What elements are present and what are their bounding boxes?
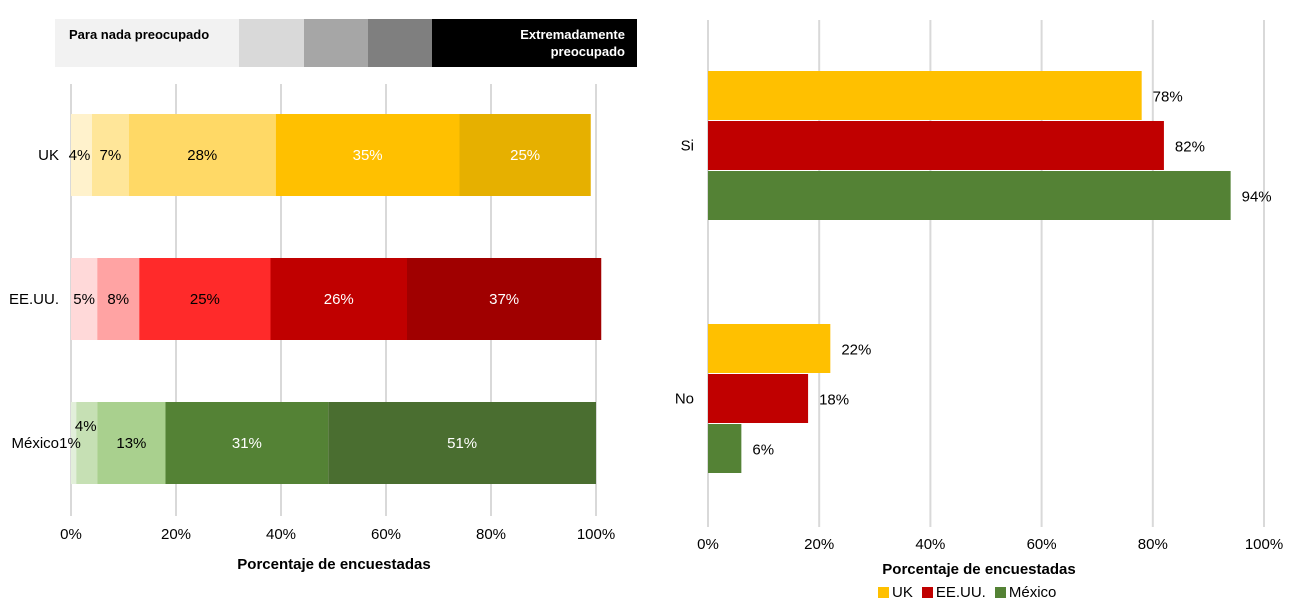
stacked-segment bbox=[71, 402, 77, 484]
stacked-segment bbox=[459, 114, 591, 196]
segment-label: 13% bbox=[116, 435, 146, 452]
segment-label: 4% bbox=[75, 418, 97, 435]
yes-no-chart: 0% 20% 40% 60% 80% 100% Si 78% 82% 94% No 22% 18% 6% P… bbox=[675, 20, 1283, 578]
category-label: EE.UU. bbox=[9, 291, 59, 308]
segment-label: 31% bbox=[232, 435, 262, 452]
bar-value-label: 78% bbox=[1153, 89, 1183, 106]
legend-swatch-mexico bbox=[994, 587, 1006, 598]
segment-label: 8% bbox=[107, 291, 129, 308]
segment-label: 7% bbox=[100, 147, 122, 164]
scale-block-5 bbox=[432, 19, 637, 67]
x-tick-label: 40% bbox=[915, 536, 945, 553]
x-tick-label: 80% bbox=[1138, 536, 1168, 553]
category-label: México bbox=[11, 435, 59, 452]
legend-label-usa: EE.UU. bbox=[935, 584, 986, 601]
bar-value-label: 22% bbox=[841, 342, 871, 359]
stacked-segment bbox=[328, 402, 596, 484]
bar bbox=[708, 171, 1231, 220]
scale-right-label: Extremadamente preocupado bbox=[520, 27, 625, 59]
legend-swatch-uk bbox=[878, 587, 889, 598]
scale-left-label: Para nada preocupado bbox=[69, 27, 210, 42]
scale-block-1 bbox=[55, 19, 239, 67]
bar-value-label: 82% bbox=[1175, 139, 1205, 156]
x-tick-label: 80% bbox=[476, 526, 506, 543]
category-label: Si bbox=[681, 138, 694, 155]
legend-label-uk: UK bbox=[892, 584, 913, 601]
bar bbox=[708, 424, 742, 473]
bar bbox=[708, 374, 809, 423]
x-tick-label: 60% bbox=[1027, 536, 1057, 553]
bar-value-label: 94% bbox=[1242, 189, 1272, 206]
segment-label: 25% bbox=[510, 147, 540, 164]
stacked-segment bbox=[128, 114, 276, 196]
stacked-segment bbox=[275, 114, 460, 196]
x-tick-label: 100% bbox=[1245, 536, 1283, 553]
x-tick-label: 40% bbox=[266, 526, 296, 543]
scale-block-3 bbox=[304, 19, 368, 67]
legend-item-mexico: México bbox=[994, 584, 1057, 601]
bar bbox=[708, 71, 1142, 120]
legend-swatch-usa bbox=[921, 587, 933, 598]
stacked-segment bbox=[71, 258, 98, 340]
segment-label: 1% bbox=[59, 435, 81, 452]
stacked-segment bbox=[139, 258, 271, 340]
stacked-segment bbox=[270, 258, 407, 340]
x-tick-label: 20% bbox=[804, 536, 834, 553]
stacked-segment bbox=[97, 258, 140, 340]
bar bbox=[708, 121, 1164, 170]
scale-block-2 bbox=[239, 19, 304, 67]
category-label: No bbox=[675, 391, 694, 408]
stacked-segment bbox=[76, 402, 98, 484]
bar-value-label: 6% bbox=[752, 442, 774, 459]
stacked-segment bbox=[165, 402, 329, 484]
category-label: UK bbox=[38, 147, 59, 164]
stacked-concern-chart: 0% 20% 40% 60% 80% 100% UK 4% 7% 28% 35% 25% EE.UU. 5… bbox=[9, 84, 615, 573]
segment-label: 25% bbox=[190, 291, 220, 308]
segment-label: 35% bbox=[353, 147, 383, 164]
x-tick-label: 0% bbox=[697, 536, 719, 553]
stacked-segment bbox=[97, 402, 166, 484]
x-tick-label: 60% bbox=[371, 526, 401, 543]
legend-label-mexico: México bbox=[1008, 584, 1057, 601]
bar bbox=[708, 324, 831, 373]
segment-label: 26% bbox=[324, 291, 354, 308]
segment-label: 28% bbox=[187, 147, 217, 164]
x-axis-title: Porcentaje de encuestadas bbox=[882, 561, 1075, 578]
segment-label: 37% bbox=[489, 291, 519, 308]
stacked-segment bbox=[71, 114, 92, 196]
x-tick-label: 20% bbox=[161, 526, 191, 543]
series-legend: UK EE.UU. México bbox=[878, 584, 1056, 601]
scale-block-4 bbox=[368, 19, 432, 67]
stacked-segment bbox=[407, 258, 602, 340]
stacked-segment bbox=[92, 114, 129, 196]
bar-value-label: 18% bbox=[819, 392, 849, 409]
legend-item-usa: EE.UU. bbox=[921, 584, 986, 601]
legend-item-uk: UK bbox=[878, 584, 913, 601]
x-axis-title: Porcentaje de encuestadas bbox=[237, 556, 430, 573]
x-tick-label: 0% bbox=[60, 526, 82, 543]
segment-label: 5% bbox=[73, 291, 95, 308]
x-tick-label: 100% bbox=[577, 526, 615, 543]
segment-label: 4% bbox=[69, 147, 91, 164]
segment-label: 51% bbox=[447, 435, 477, 452]
concern-scale-legend: Para nada preocupado Extremadamente preo… bbox=[55, 19, 637, 67]
